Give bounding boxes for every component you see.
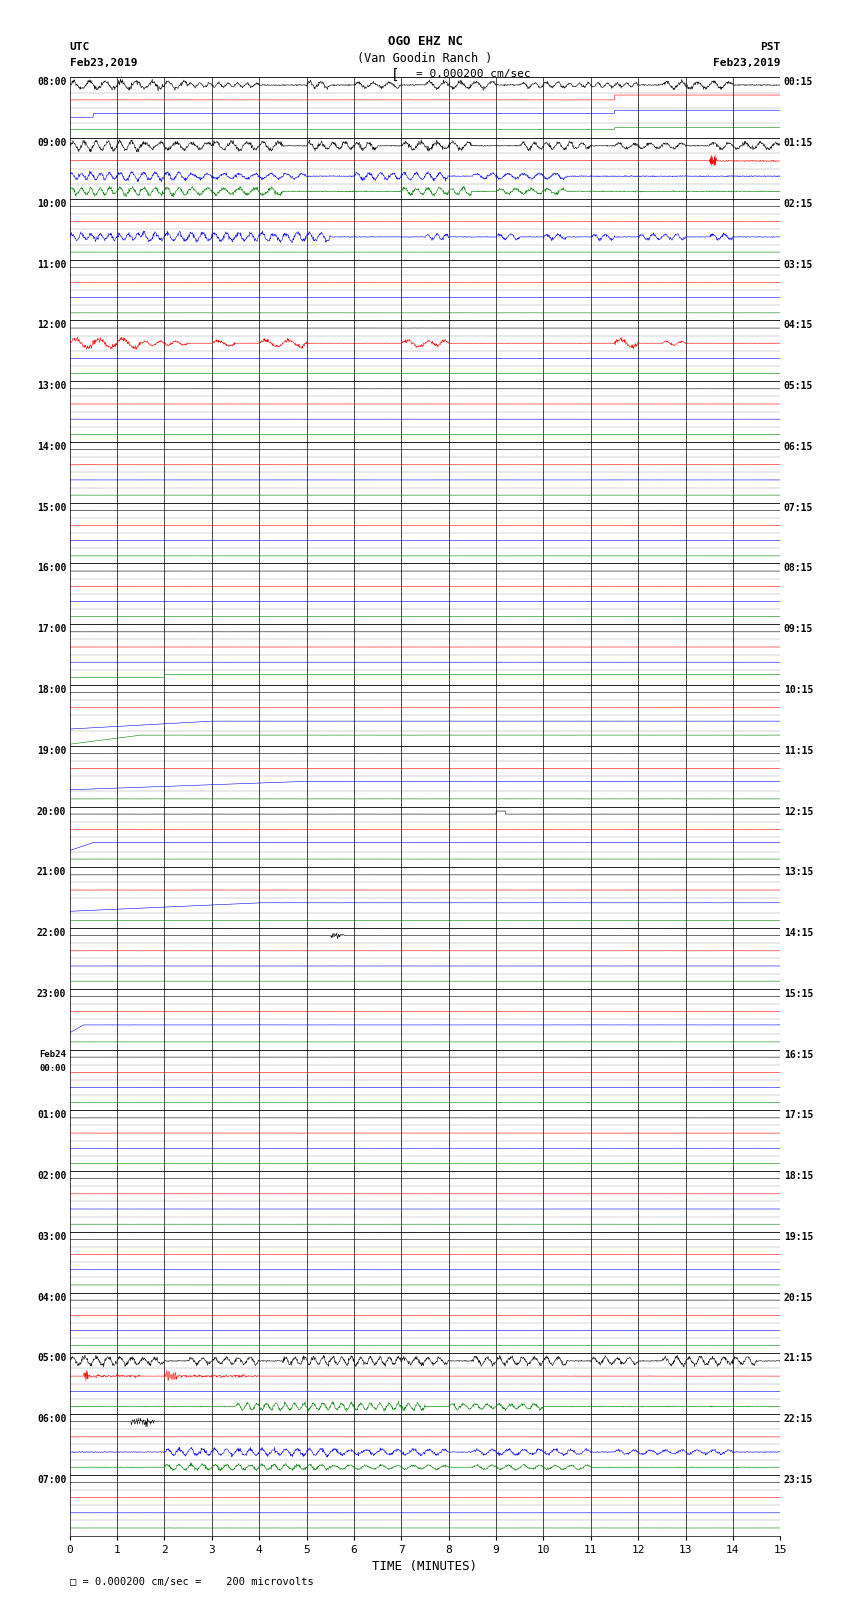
Text: 16:15: 16:15 xyxy=(784,1050,813,1060)
Text: 17:00: 17:00 xyxy=(37,624,66,634)
Text: 15:15: 15:15 xyxy=(784,989,813,998)
Text: Feb23,2019: Feb23,2019 xyxy=(70,58,137,68)
Text: 22:15: 22:15 xyxy=(784,1415,813,1424)
Text: = 0.000200 cm/sec: = 0.000200 cm/sec xyxy=(416,69,531,79)
Text: 01:15: 01:15 xyxy=(784,139,813,148)
Text: Feb24: Feb24 xyxy=(39,1050,66,1058)
Text: 14:15: 14:15 xyxy=(784,927,813,939)
Text: OGO EHZ NC: OGO EHZ NC xyxy=(388,35,462,48)
Text: 08:00: 08:00 xyxy=(37,77,66,87)
Text: 20:00: 20:00 xyxy=(37,806,66,816)
Text: 19:00: 19:00 xyxy=(37,745,66,756)
Text: 06:00: 06:00 xyxy=(37,1415,66,1424)
Text: 23:15: 23:15 xyxy=(784,1474,813,1486)
Text: 12:00: 12:00 xyxy=(37,321,66,331)
Text: 09:15: 09:15 xyxy=(784,624,813,634)
Text: 10:15: 10:15 xyxy=(784,686,813,695)
Text: 00:00: 00:00 xyxy=(39,1065,66,1073)
Text: 19:15: 19:15 xyxy=(784,1232,813,1242)
Text: 21:15: 21:15 xyxy=(784,1353,813,1363)
Text: 11:15: 11:15 xyxy=(784,745,813,756)
Text: 00:15: 00:15 xyxy=(784,77,813,87)
Text: 03:15: 03:15 xyxy=(784,260,813,269)
Text: 21:00: 21:00 xyxy=(37,868,66,877)
Text: 02:15: 02:15 xyxy=(784,198,813,210)
Text: 12:15: 12:15 xyxy=(784,806,813,816)
Text: [: [ xyxy=(391,68,399,82)
Text: 20:15: 20:15 xyxy=(784,1292,813,1303)
Text: 18:15: 18:15 xyxy=(784,1171,813,1181)
Text: 22:00: 22:00 xyxy=(37,927,66,939)
Text: 16:00: 16:00 xyxy=(37,563,66,574)
Text: 07:15: 07:15 xyxy=(784,503,813,513)
Text: 05:15: 05:15 xyxy=(784,381,813,392)
Text: 17:15: 17:15 xyxy=(784,1110,813,1121)
Text: 18:00: 18:00 xyxy=(37,686,66,695)
Text: 05:00: 05:00 xyxy=(37,1353,66,1363)
Text: 02:00: 02:00 xyxy=(37,1171,66,1181)
Text: 13:15: 13:15 xyxy=(784,868,813,877)
Text: (Van Goodin Ranch ): (Van Goodin Ranch ) xyxy=(357,52,493,65)
X-axis label: TIME (MINUTES): TIME (MINUTES) xyxy=(372,1560,478,1573)
Text: 03:00: 03:00 xyxy=(37,1232,66,1242)
Text: UTC: UTC xyxy=(70,42,90,52)
Text: 23:00: 23:00 xyxy=(37,989,66,998)
Text: 04:15: 04:15 xyxy=(784,321,813,331)
Text: PST: PST xyxy=(760,42,780,52)
Text: Feb23,2019: Feb23,2019 xyxy=(713,58,780,68)
Text: 06:15: 06:15 xyxy=(784,442,813,452)
Text: 14:00: 14:00 xyxy=(37,442,66,452)
Text: 15:00: 15:00 xyxy=(37,503,66,513)
Text: 07:00: 07:00 xyxy=(37,1474,66,1486)
Text: 04:00: 04:00 xyxy=(37,1292,66,1303)
Text: 09:00: 09:00 xyxy=(37,139,66,148)
Text: 10:00: 10:00 xyxy=(37,198,66,210)
Text: 01:00: 01:00 xyxy=(37,1110,66,1121)
Text: □ = 0.000200 cm/sec =    200 microvolts: □ = 0.000200 cm/sec = 200 microvolts xyxy=(70,1578,314,1587)
Text: 08:15: 08:15 xyxy=(784,563,813,574)
Text: 13:00: 13:00 xyxy=(37,381,66,392)
Text: 11:00: 11:00 xyxy=(37,260,66,269)
